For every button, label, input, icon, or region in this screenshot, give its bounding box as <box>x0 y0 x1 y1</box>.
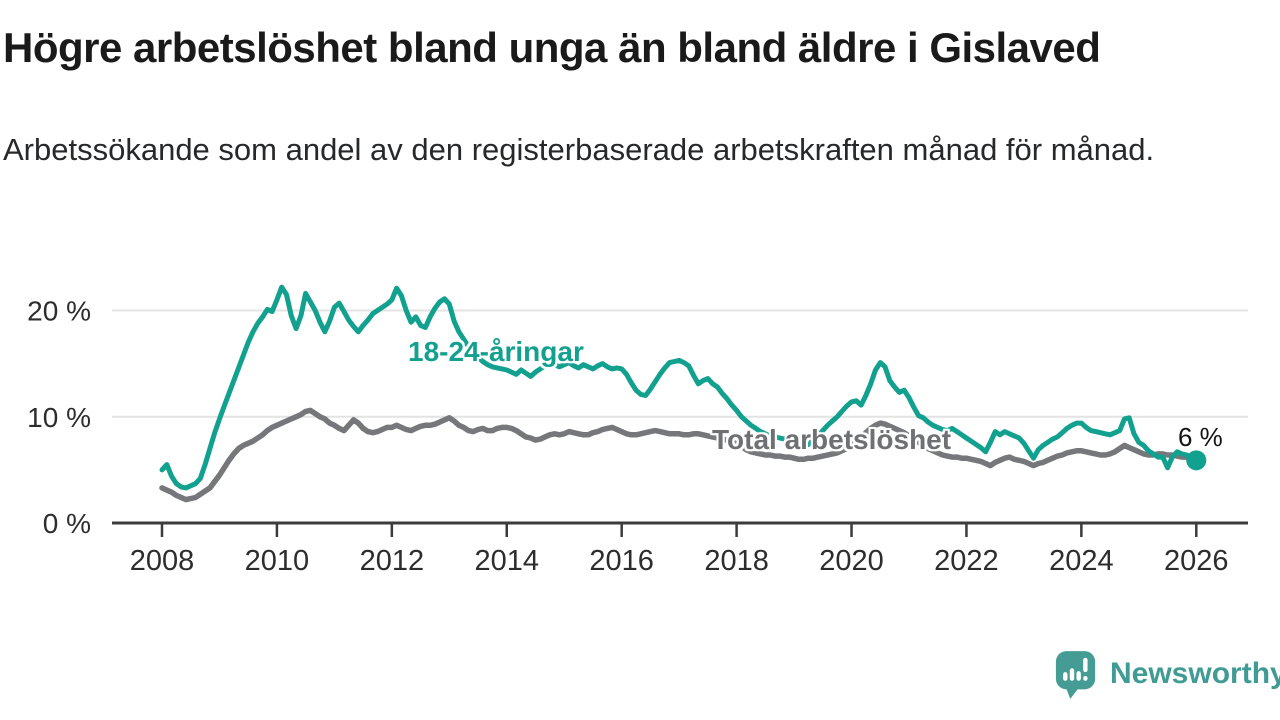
y-tick-label-0: 0 % <box>43 508 91 539</box>
x-tick-label-2020: 2020 <box>819 545 884 577</box>
chart-subtitle: Arbetssökande som andel av den registerb… <box>3 132 1155 167</box>
chart-title: Högre arbetslöshet bland unga än bland ä… <box>3 24 1101 71</box>
series-label-young: 18-24-åringar <box>408 336 584 367</box>
x-tick-label-2024: 2024 <box>1049 545 1114 577</box>
y-tick-label-10: 10 % <box>27 402 91 433</box>
x-tick-label-2010: 2010 <box>245 545 310 577</box>
x-tick-label-2026: 2026 <box>1164 545 1229 577</box>
newsworthy-logo-icon <box>1055 651 1096 699</box>
series-line-total <box>159 407 1200 503</box>
x-tick-label-2016: 2016 <box>589 545 654 577</box>
series-label-total: Total arbetslöshet <box>712 424 952 455</box>
x-tick-label-2022: 2022 <box>934 545 999 577</box>
x-tick-label-2008: 2008 <box>130 545 195 577</box>
x-tick-label-2012: 2012 <box>360 545 425 577</box>
end-value-label: 6 % <box>1178 422 1223 452</box>
series-line-young <box>159 284 1199 491</box>
newsworthy-logo: Newsworthy <box>1054 650 1280 700</box>
end-point-dot <box>1186 450 1207 471</box>
y-tick-label-20: 20 % <box>27 296 91 327</box>
x-tick-label-2014: 2014 <box>475 545 540 577</box>
x-tick-label-2018: 2018 <box>704 545 769 577</box>
newsworthy-logo-text: Newsworthy <box>1110 657 1280 690</box>
